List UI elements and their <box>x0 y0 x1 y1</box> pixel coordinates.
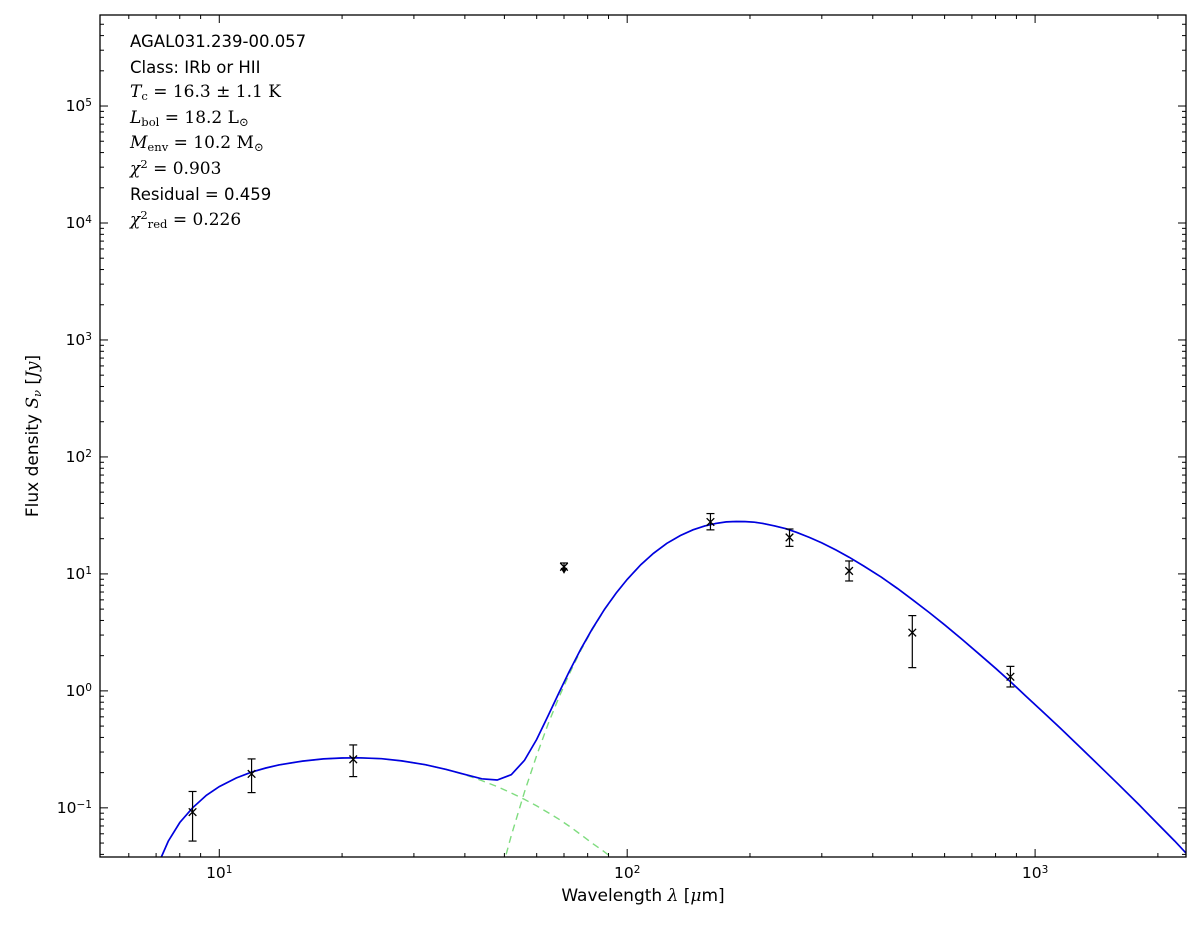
text-segment: [ <box>678 886 691 906</box>
model-total-curve <box>160 520 1186 857</box>
annotation-line: Lbol = 18.2 L⊙ <box>130 106 306 132</box>
text-segment: ν <box>30 389 45 397</box>
x-tick-label: 103 <box>1021 863 1049 882</box>
model-cold-component-curve <box>504 520 1186 857</box>
text-segment: = 16.3 ± 1.1 K <box>147 82 281 102</box>
text-segment: Residual = 0.459 <box>130 185 272 204</box>
data-points <box>188 512 1015 842</box>
text-segment: c <box>141 89 148 104</box>
text-segment: [ <box>23 377 43 390</box>
data-point <box>706 512 715 531</box>
y-tick-label: 101 <box>65 564 92 583</box>
annotation-line: AGAL031.239-00.057 <box>130 29 306 55</box>
y-tick-label: 105 <box>65 96 92 116</box>
annotation-line: Tc = 16.3 ± 1.1 K <box>130 80 306 106</box>
data-point <box>908 615 917 669</box>
text-segment: Flux density <box>23 408 43 518</box>
x-marker <box>1006 672 1015 682</box>
text-segment: Class: IRb or HII <box>130 57 261 77</box>
text-segment: red <box>147 216 168 231</box>
axis-ticks <box>100 15 1186 857</box>
text-segment: 2 <box>140 156 148 171</box>
x-marker <box>908 628 917 637</box>
annotation-line: Menv = 10.2 M⊙ <box>130 131 306 157</box>
y-tick-label: 104 <box>65 213 92 232</box>
y-tick-label: 10−1 <box>56 798 92 817</box>
x-marker <box>188 807 197 817</box>
x-marker <box>844 566 854 576</box>
plot-frame <box>99 14 1187 858</box>
text-segment: ⊙ <box>238 114 249 129</box>
x-marker <box>559 562 569 572</box>
y-tick-label: 102 <box>65 447 92 466</box>
text-segment: m] <box>701 886 725 906</box>
x-marker <box>247 769 256 779</box>
data-point <box>785 528 794 547</box>
annotation-line: χ2 = 0.903 <box>130 157 306 183</box>
data-point <box>559 562 569 574</box>
text-segment: μ <box>690 886 702 906</box>
x-tick-label: 102 <box>613 863 641 882</box>
text-segment: M <box>130 133 148 153</box>
text-segment: bol <box>141 114 160 129</box>
text-segment: = 0.226 <box>167 209 242 230</box>
text-segment: χ <box>130 209 141 230</box>
text-segment: λ <box>667 886 679 906</box>
text-segment: = 18.2 L <box>159 107 239 128</box>
data-point <box>247 758 256 794</box>
model-warm-component-curve <box>160 757 613 857</box>
data-point <box>188 790 197 842</box>
data-point <box>348 744 358 778</box>
text-segment: Wavelength <box>561 886 668 906</box>
annotation-block: AGAL031.239-00.057 Class: IRb or HII Tc = … <box>130 29 306 233</box>
text-segment: ⊙ <box>253 140 264 155</box>
x-marker <box>348 755 358 764</box>
x-marker <box>785 533 794 542</box>
text-segment: 2 <box>140 207 148 222</box>
annotation-line: Residual = 0.459 <box>130 182 306 208</box>
text-segment: L <box>130 107 142 128</box>
text-segment: = 10.2 M <box>168 133 254 153</box>
model-curves <box>160 520 1186 857</box>
text-segment: = 0.903 <box>147 158 222 179</box>
text-segment: S <box>23 397 43 409</box>
x-tick-label: 101 <box>206 863 233 882</box>
text-segment: χ <box>130 158 141 179</box>
x-marker <box>706 517 715 527</box>
data-point <box>1006 665 1015 688</box>
y-tick-label: 100 <box>65 681 92 700</box>
annotation-line: Class: IRb or HII <box>130 55 306 81</box>
text-segment: env <box>147 140 169 155</box>
text-segment: AGAL031.239-00.057 <box>130 32 307 51</box>
data-point <box>844 560 854 582</box>
annotation-line: χ2red = 0.226 <box>130 208 306 234</box>
y-tick-label: 103 <box>65 330 92 349</box>
y-axis-title: Flux density Sν [Jy] <box>23 354 45 518</box>
text-segment: ] <box>23 354 43 362</box>
text-segment: T <box>130 82 142 102</box>
text-segment: Jy <box>23 361 43 378</box>
x-axis-title: Wavelength λ [μm] <box>561 886 724 906</box>
